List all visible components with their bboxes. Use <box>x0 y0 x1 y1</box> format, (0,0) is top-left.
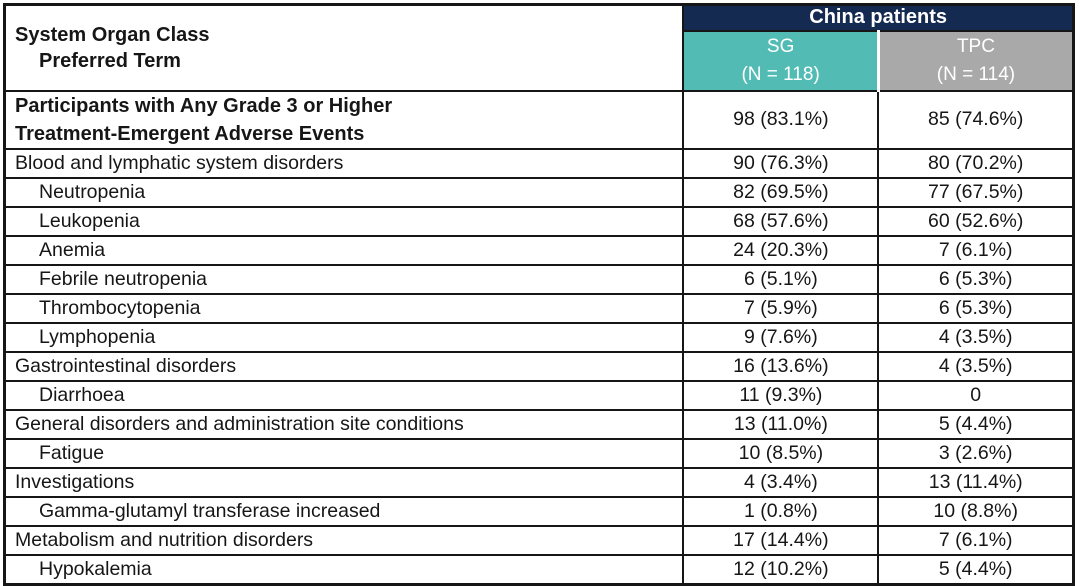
preferred-term-label: Anemia <box>3 234 685 266</box>
tpc-value: 5 (4.4%) <box>877 553 1075 585</box>
preferred-term-label: Lymphopenia <box>3 321 685 353</box>
table-row: Gamma-glutamyl transferase increased 1 (0… <box>3 495 1075 527</box>
tpc-value: 5 (4.4%) <box>877 408 1075 440</box>
tpc-value: 3 (2.6%) <box>877 437 1075 469</box>
sg-value: 82 (69.5%) <box>682 176 880 208</box>
sg-value: 13 (11.0%) <box>682 408 880 440</box>
sg-value: 12 (10.2%) <box>682 553 880 585</box>
tpc-value: 10 (8.8%) <box>877 495 1075 527</box>
soc-header-line1: System Organ Class <box>15 23 210 46</box>
tpc-arm-label: TPC <box>956 35 995 57</box>
preferred-term-label: Febrile neutropenia <box>3 263 685 295</box>
table-row: Blood and lymphatic system disorders 90 (… <box>3 147 1075 179</box>
page: System Organ Class Preferred Term China … <box>3 3 1075 586</box>
table-row: Neutropenia 82 (69.5%) 77 (67.5%) <box>3 176 1075 208</box>
header-row-top: System Organ Class Preferred Term China … <box>3 3 1075 92</box>
adverse-events-table: System Organ Class Preferred Term China … <box>3 3 1075 586</box>
preferred-term-header-line2: Preferred Term <box>39 49 181 72</box>
table-row: General disorders and administration sit… <box>3 408 1075 440</box>
preferred-term-label: Leukopenia <box>3 205 685 237</box>
sg-value: 7 (5.9%) <box>682 292 880 324</box>
header-row-arms: SG (N = 118) TPC (N = 114) <box>5 29 1075 92</box>
sg-value: 24 (20.3%) <box>682 234 880 266</box>
table-row: Anemia 24 (20.3%) 7 (6.1%) <box>3 234 1075 266</box>
preferred-term-label: Fatigue <box>3 437 685 469</box>
table-row: Participants with Any Grade 3 or Higher … <box>3 89 1075 150</box>
tpc-value: 0 <box>877 379 1075 411</box>
sg-value: 98 (83.1%) <box>682 89 880 150</box>
preferred-term-label: Neutropenia <box>3 176 685 208</box>
column-header-sg: SG (N = 118) <box>682 29 880 92</box>
tpc-value: 77 (67.5%) <box>877 176 1075 208</box>
sg-value: 90 (76.3%) <box>682 147 880 179</box>
preferred-term-label: Gamma-glutamyl transferase increased <box>3 495 685 527</box>
tpc-value: 7 (6.1%) <box>877 234 1075 266</box>
tpc-value: 4 (3.5%) <box>877 350 1075 382</box>
tpc-value: 6 (5.3%) <box>877 263 1075 295</box>
sg-value: 17 (14.4%) <box>682 524 880 556</box>
sg-value: 10 (8.5%) <box>682 437 880 469</box>
sg-value: 16 (13.6%) <box>682 350 880 382</box>
column-header-system-organ-class: System Organ Class Preferred Term <box>3 3 685 92</box>
sg-arm-n: (N = 118) <box>741 63 820 85</box>
sg-value: 4 (3.4%) <box>682 466 880 498</box>
table-row: Lymphopenia 9 (7.6%) 4 (3.5%) <box>3 321 1075 353</box>
preferred-term-label: Thrombocytopenia <box>3 292 685 324</box>
table-body: Participants with Any Grade 3 or Higher … <box>3 89 1075 585</box>
system-organ-class-label: Participants with Any Grade 3 or Higher … <box>3 89 685 150</box>
preferred-term-label: Hypokalemia <box>3 553 685 585</box>
tpc-value: 60 (52.6%) <box>877 205 1075 237</box>
sg-value: 11 (9.3%) <box>682 379 880 411</box>
table-row: Metabolism and nutrition disorders 17 (14… <box>3 524 1075 556</box>
system-organ-class-label: Metabolism and nutrition disorders <box>3 524 685 556</box>
sg-arm-label: SG <box>766 35 795 57</box>
table-row: Diarrhoea 11 (9.3%) 0 <box>3 379 1075 411</box>
system-organ-class-label: General disorders and administration sit… <box>3 408 685 440</box>
tpc-arm-n: (N = 114) <box>936 63 1016 85</box>
sg-value: 1 (0.8%) <box>682 495 880 527</box>
tpc-value: 85 (74.6%) <box>877 89 1075 150</box>
sg-value: 68 (57.6%) <box>682 205 880 237</box>
table-row: Gastrointestinal disorders 16 (13.6%) 4 (3… <box>3 350 1075 382</box>
tpc-value: 6 (5.3%) <box>877 292 1075 324</box>
table-row: Febrile neutropenia 6 (5.1%) 6 (5.3%) <box>3 263 1075 295</box>
table-row: Investigations 4 (3.4%) 13 (11.4%) <box>3 466 1075 498</box>
table-row: Leukopenia 68 (57.6%) 60 (52.6%) <box>3 205 1075 237</box>
tpc-value: 7 (6.1%) <box>877 524 1075 556</box>
system-organ-class-label: Blood and lymphatic system disorders <box>3 147 685 179</box>
table-row: Thrombocytopenia 7 (5.9%) 6 (5.3%) <box>3 292 1075 324</box>
group-header-china-patients: China patients <box>682 3 1075 32</box>
preferred-term-label: Diarrhoea <box>3 379 685 411</box>
tpc-value: 13 (11.4%) <box>877 466 1075 498</box>
system-organ-class-label: Gastrointestinal disorders <box>3 350 685 382</box>
table-row: Hypokalemia 12 (10.2%) 5 (4.4%) <box>3 553 1075 585</box>
column-header-tpc: TPC (N = 114) <box>876 29 1075 92</box>
system-organ-class-label: Investigations <box>3 466 685 498</box>
tpc-value: 80 (70.2%) <box>877 147 1075 179</box>
tpc-value: 4 (3.5%) <box>877 321 1075 353</box>
sg-value: 6 (5.1%) <box>682 263 880 295</box>
table-row: Fatigue 10 (8.5%) 3 (2.6%) <box>3 437 1075 469</box>
sg-value: 9 (7.6%) <box>682 321 880 353</box>
